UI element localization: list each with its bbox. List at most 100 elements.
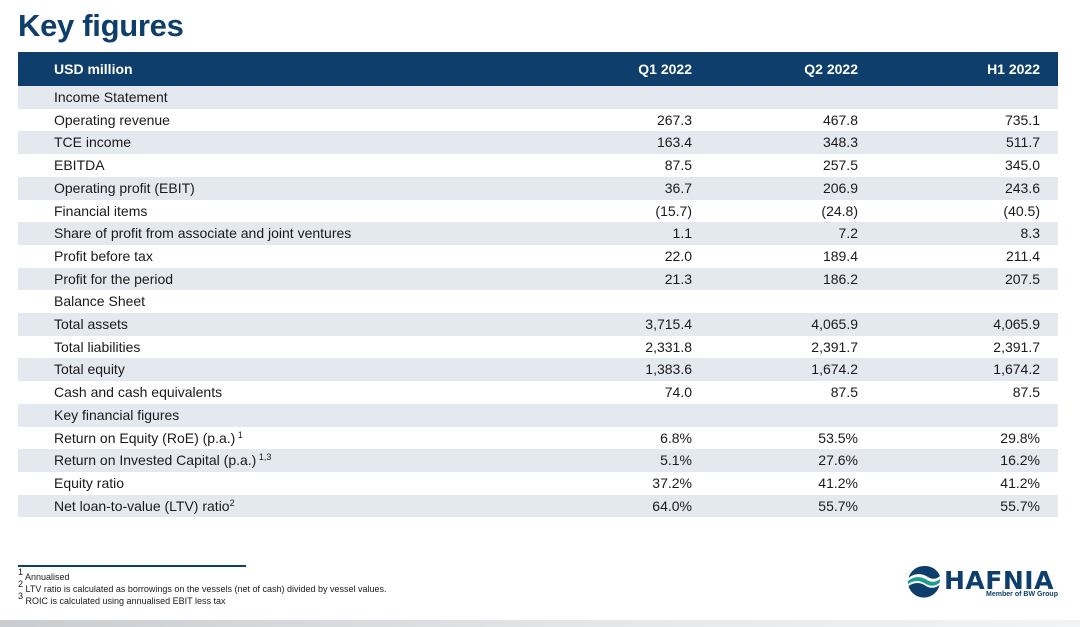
h1-value: 2,391.7 (993, 338, 1040, 355)
table-section-row: Key financial figures (18, 403, 1058, 427)
footnote-reference: 1 (235, 429, 243, 440)
logo-tagline: Member of BW Group (986, 591, 1058, 598)
h1-value: 41.2% (1000, 474, 1040, 491)
row-label: Profit for the period (18, 267, 538, 291)
column-header-h1: H1 2022 (878, 52, 1058, 86)
row-label-text: Return on Equity (RoE) (p.a.) (54, 429, 236, 446)
table-row: Operating profit (EBIT) 36.7 206.9 243.6 (18, 176, 1058, 200)
row-label: Return on Invested Capital (p.a.) 1,3 (18, 449, 538, 472)
row-label-text: Cash and cash equivalents (54, 384, 223, 401)
row-label-text: Financial items (54, 202, 148, 219)
q1-value: 74.0 (664, 384, 692, 401)
row-label: Total equity (18, 358, 538, 382)
row-label: Total liabilities (18, 336, 538, 359)
h1-value: 4,065.9 (878, 313, 1058, 336)
table-row: Total assets 3,715.4 4,065.9 4,065.9 (18, 313, 1058, 336)
section-label: Balance Sheet (54, 293, 146, 310)
hafnia-logo: HAFNIA Member of BW Group (906, 563, 1060, 603)
q1-value: 87.5 (664, 157, 692, 174)
table-section-row: Income Statement (18, 86, 1058, 109)
row-label: Share of profit from associate and joint… (18, 222, 538, 245)
footnote-mark: 3 (18, 591, 24, 601)
table-body: Income Statement Operating revenue 267.3 46… (18, 86, 1058, 518)
row-label-text: Operating revenue (54, 111, 170, 128)
row-label-text: Profit before tax (54, 247, 153, 264)
row-label: Cash and cash equivalents (18, 381, 538, 404)
q1-value: 1.1 (538, 222, 698, 245)
table-row: Return on Equity (RoE) (p.a.) 1 6.8% 53.5%… (18, 427, 1058, 450)
h1-value: 87.5 (1012, 384, 1040, 401)
h1-value: 16.2% (878, 449, 1058, 472)
q2-value: 2,391.7 (811, 338, 858, 355)
q1-value: 64.0% (538, 494, 698, 518)
table-row: EBITDA 87.5 257.5 345.0 (18, 154, 1058, 177)
q2-value: 257.5 (822, 157, 858, 174)
h1-value: 211.4 (1006, 247, 1040, 264)
table-row: Total liabilities 2,331.8 2,391.7 2,391.7 (18, 336, 1058, 359)
row-label: Financial items (18, 200, 538, 223)
table-section-row: Balance Sheet (18, 290, 1058, 313)
h1-value: (40.5) (1003, 202, 1040, 219)
q1-value: 21.3 (538, 267, 698, 291)
q1-value: 36.7 (538, 176, 698, 200)
column-header-q2: Q2 2022 (698, 52, 878, 86)
q2-value: 206.9 (698, 176, 878, 200)
q1-value: (15.7) (655, 202, 692, 219)
row-label: EBITDA (18, 154, 538, 177)
footnote-divider (18, 565, 246, 567)
h1-value: 29.8% (1000, 429, 1040, 446)
section-label: Income Statement (18, 86, 1058, 109)
table-row: Net loan-to-value (LTV) ratio2 64.0% 55.7%… (18, 494, 1058, 518)
h1-value: 345.0 (1004, 157, 1040, 174)
table-row: Financial items (15.7) (24.8) (40.5) (18, 200, 1058, 223)
h1-value: 243.6 (878, 176, 1058, 200)
q1-value: 6.8% (660, 429, 692, 446)
bottom-bar (0, 620, 1080, 627)
q2-value: 27.6% (698, 449, 878, 472)
footnote-2: 2 LTV ratio is calculated as borrowings … (18, 580, 387, 595)
q1-value: 267.3 (656, 111, 692, 128)
page-title: Key figures (18, 8, 184, 43)
q2-value: 348.3 (698, 131, 878, 155)
footnotes: 1 Annualised 2 LTV ratio is calculated a… (18, 568, 387, 607)
footnote-reference: 1,3 (256, 452, 272, 463)
h1-value: 207.5 (878, 267, 1058, 291)
row-label: Equity ratio (18, 472, 538, 495)
row-label: Total assets (18, 313, 538, 336)
table-row: Cash and cash equivalents 74.0 87.5 87.5 (18, 381, 1058, 404)
row-label: Operating profit (EBIT) (18, 176, 538, 200)
row-label: Operating revenue (18, 109, 538, 132)
row-label-text: Profit for the period (54, 270, 174, 287)
footnote-text: LTV ratio is calculated as borrowings on… (23, 584, 387, 594)
footnote-mark: 1 (18, 567, 24, 577)
footnote-3: 3 ROIC is calculated using annualised EB… (18, 592, 387, 607)
footnote-text: ROIC is calculated using annualised EBIT… (23, 596, 226, 606)
table-row: Share of profit from associate and joint… (18, 222, 1058, 245)
table-row: TCE income 163.4 348.3 511.7 (18, 131, 1058, 155)
row-label-text: TCE income (54, 134, 132, 151)
q2-value: 467.8 (822, 111, 858, 128)
table-row: Equity ratio 37.2% 41.2% 41.2% (18, 472, 1058, 495)
row-label: Return on Equity (RoE) (p.a.) 1 (18, 427, 538, 450)
row-label: TCE income (18, 131, 538, 155)
q2-value: 55.7% (698, 494, 878, 518)
table-row: Return on Invested Capital (p.a.) 1,3 5.1… (18, 449, 1058, 472)
q1-value: 37.2% (652, 474, 692, 491)
row-label-text: Total equity (54, 361, 125, 378)
row-label-text: Equity ratio (54, 474, 125, 491)
q2-value: 53.5% (818, 429, 858, 446)
q2-value: 41.2% (818, 474, 858, 491)
row-label-text: Total liabilities (54, 338, 141, 355)
q1-value: 1,383.6 (538, 358, 698, 382)
table-row: Operating revenue 267.3 467.8 735.1 (18, 109, 1058, 132)
q2-value: 186.2 (698, 267, 878, 291)
section-label: Key financial figures (18, 403, 1058, 427)
table-row: Profit before tax 22.0 189.4 211.4 (18, 245, 1058, 268)
row-label-text: Share of profit from associate and joint… (54, 225, 352, 242)
h1-value: 511.7 (878, 131, 1058, 155)
table-row: Profit for the period 21.3 186.2 207.5 (18, 267, 1058, 291)
q1-value: 163.4 (538, 131, 698, 155)
logo-wordmark: HAFNIA (944, 566, 1054, 595)
q2-value: (24.8) (821, 202, 858, 219)
q1-value: 5.1% (538, 449, 698, 472)
